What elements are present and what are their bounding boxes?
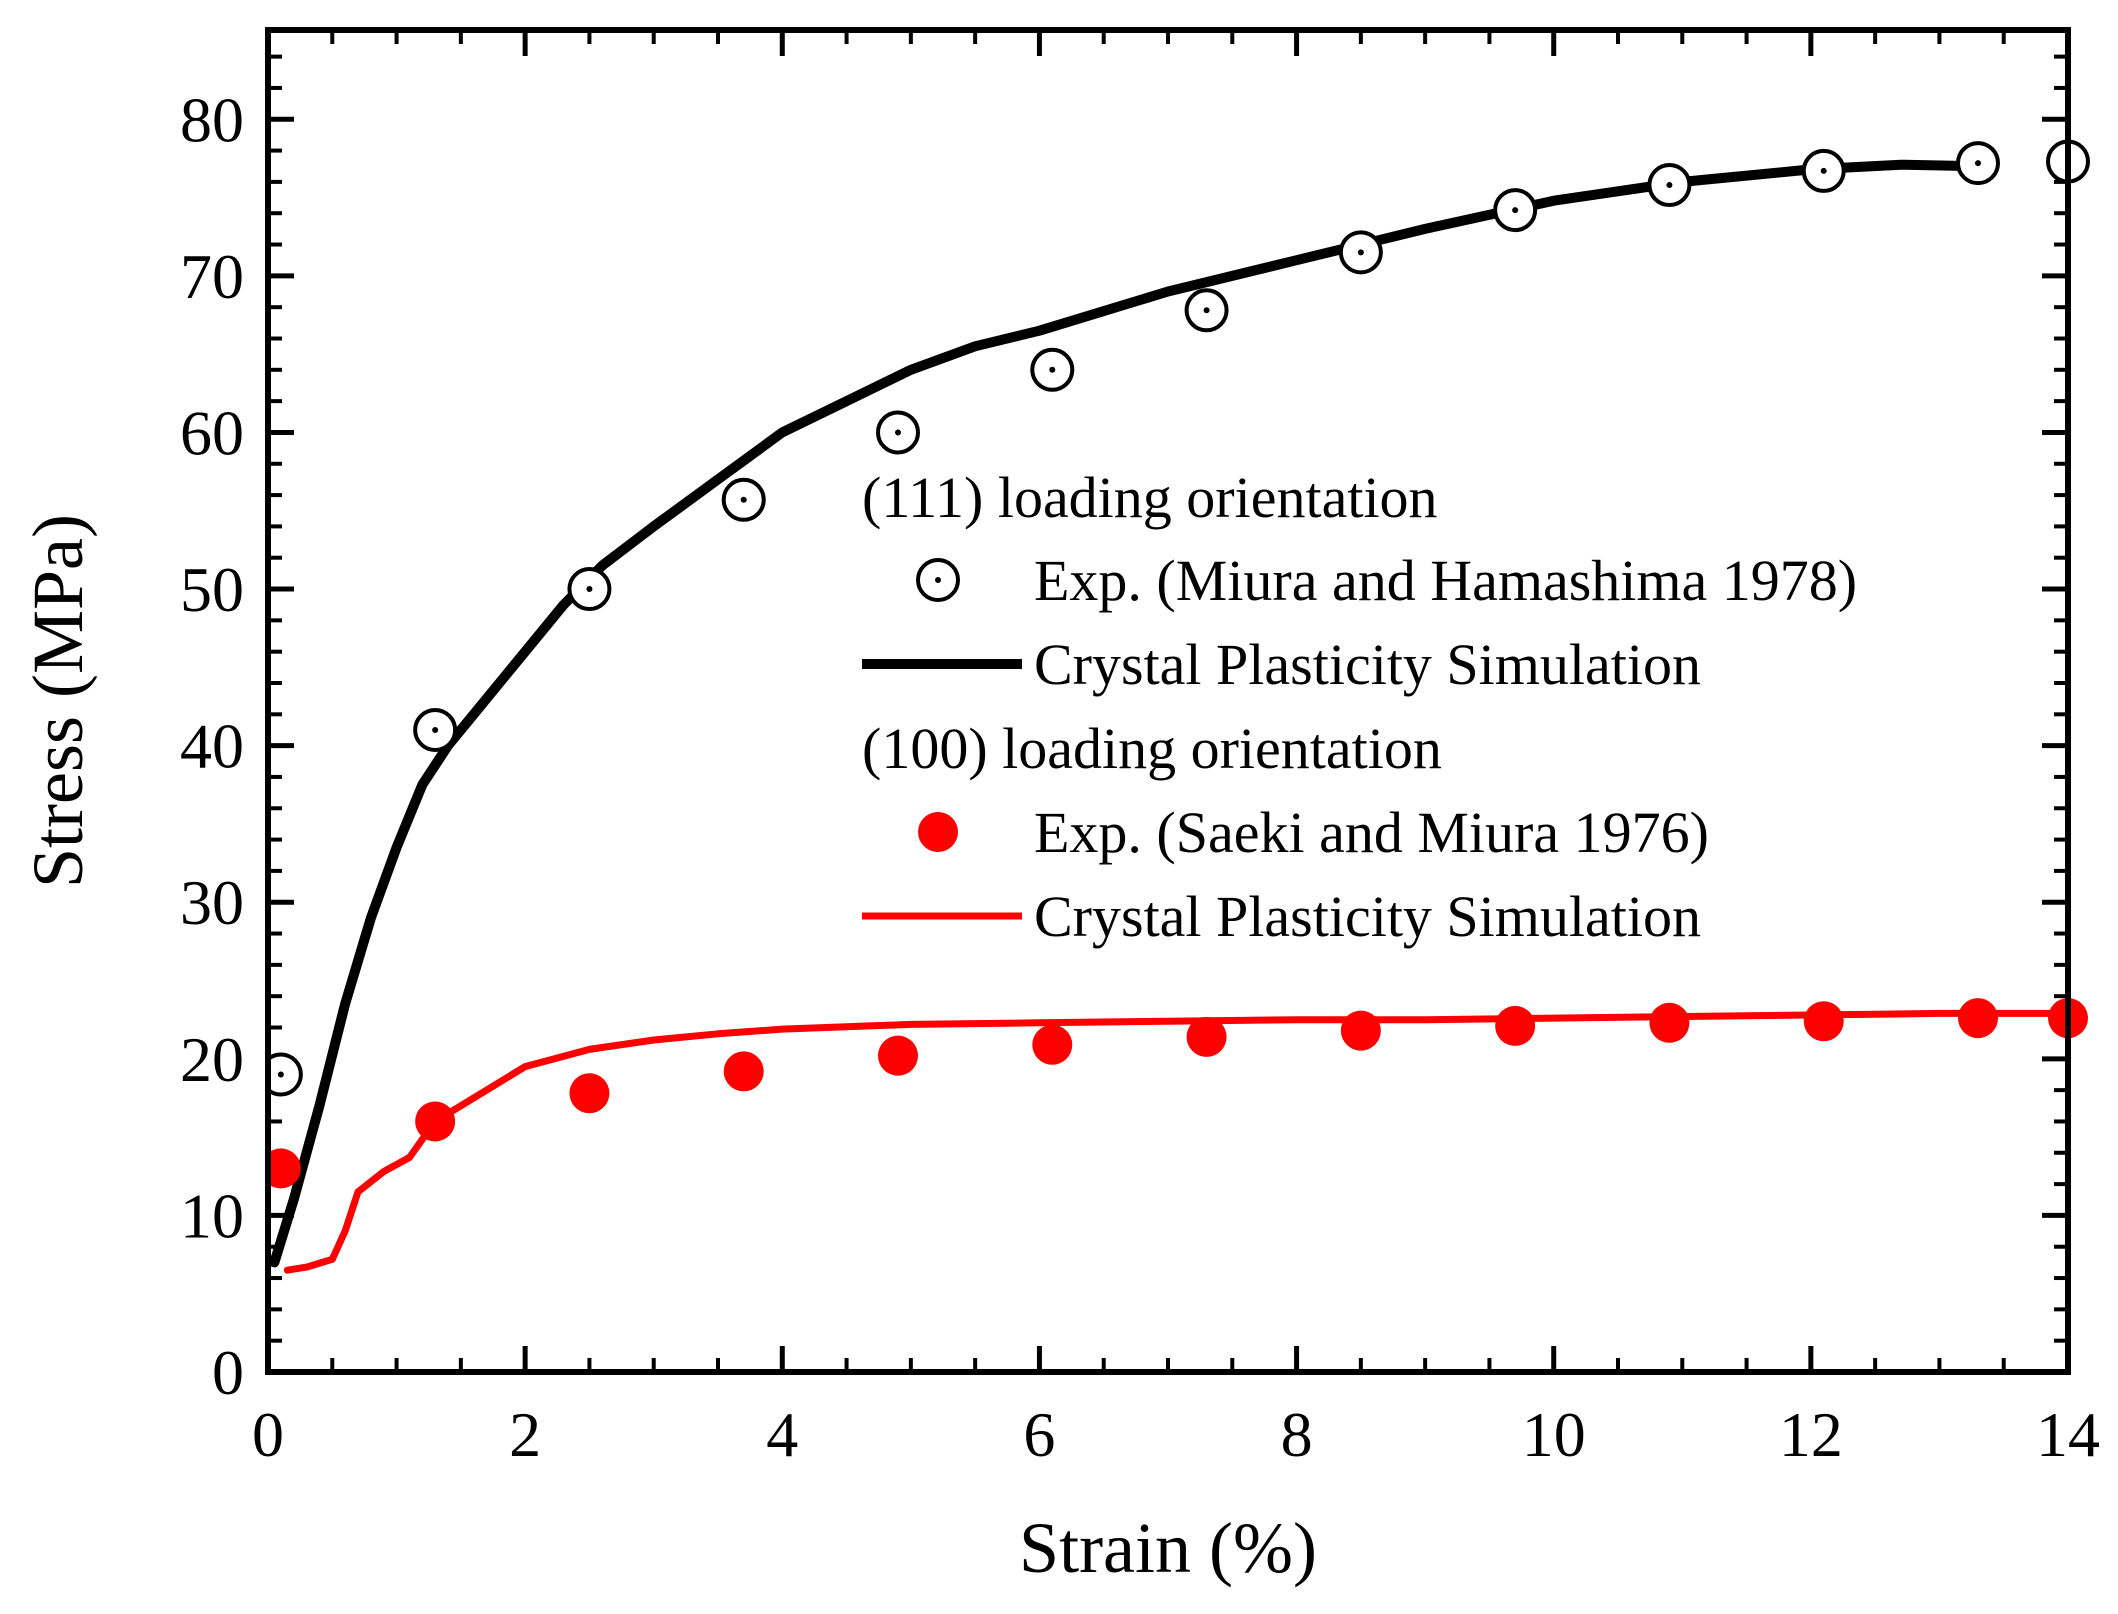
x-tick-label: 8 xyxy=(1281,1399,1313,1470)
y-tick-label: 50 xyxy=(180,554,244,625)
exp_100-point xyxy=(415,1101,456,1142)
exp_111-point-dot xyxy=(432,726,439,733)
y-tick-label: 0 xyxy=(212,1337,244,1408)
x-axis-title: Strain (%) xyxy=(1019,1508,1317,1588)
legend-header-0: (111) loading orientation xyxy=(862,465,1438,530)
y-tick-label: 20 xyxy=(180,1024,244,1095)
x-tick-label: 14 xyxy=(2036,1399,2100,1470)
legend: (111) loading orientation Exp. (Miura and… xyxy=(862,465,1857,949)
y-tick-label: 70 xyxy=(180,241,244,312)
legend-label-5: Crystal Plasticity Simulation xyxy=(1034,884,1701,949)
exp_100-point xyxy=(1649,1002,1690,1043)
exp_111-point-dot xyxy=(1975,160,1981,167)
exp_100-point xyxy=(878,1035,918,1076)
exp_111-point-dot xyxy=(895,429,901,436)
x-tick-label: 10 xyxy=(1522,1399,1586,1470)
exp_100-point xyxy=(1340,1010,1381,1051)
exp_111-point-dot xyxy=(277,1071,284,1078)
exp_100-point xyxy=(1186,1016,1227,1057)
legend-filled-circle-marker xyxy=(918,812,958,852)
exp_100-point xyxy=(723,1051,764,1092)
exp_100-point xyxy=(569,1073,610,1114)
exp_111-point-dot xyxy=(586,586,593,593)
plot-frame xyxy=(265,27,2071,1375)
exp_111-point-dot xyxy=(1357,249,1364,256)
exp_100-point xyxy=(1032,1024,1073,1065)
exp_111-point-dot xyxy=(1666,182,1673,189)
exp_111-point xyxy=(268,1052,303,1097)
sim_100-line xyxy=(283,1009,2072,1274)
y-tick-label: 40 xyxy=(180,711,244,782)
legend-header-3: (100) loading orientation xyxy=(862,716,1442,781)
exp_100-point xyxy=(1958,998,1998,1039)
y-axis-title: Stress (MPa) xyxy=(18,514,98,888)
x-tick-label: 6 xyxy=(1023,1399,1055,1470)
x-tick-label: 2 xyxy=(509,1399,541,1470)
legend-label-2: Crystal Plasticity Simulation xyxy=(1034,632,1701,697)
y-tick-label: 30 xyxy=(180,867,244,938)
legend-open-circle-dot xyxy=(935,577,941,583)
y-tick-label: 80 xyxy=(180,84,244,155)
exp_100-point xyxy=(1495,1005,1536,1046)
exp_111-point-dot xyxy=(1203,307,1210,314)
exp_100-point xyxy=(268,1148,301,1189)
legend-label-1: Exp. (Miura and Hamashima 1978) xyxy=(1034,548,1857,613)
exp_111-point-dot xyxy=(1820,167,1827,174)
exp_100-point xyxy=(1803,1001,1844,1042)
series-layer xyxy=(268,139,2090,1274)
x-tick-label: 0 xyxy=(252,1399,284,1470)
tick-labels: 0 2 4 6 8 10 12 14 0 10 20 30 40 50 60 70 80 xyxy=(180,84,2100,1470)
x-tick-label: 4 xyxy=(766,1399,798,1470)
exp_111-point-dot xyxy=(1049,366,1056,373)
x-tick-label: 12 xyxy=(1779,1399,1843,1470)
y-tick-label: 60 xyxy=(180,397,244,468)
y-tick-label: 10 xyxy=(180,1180,244,1251)
sim_111-line xyxy=(269,159,1983,1268)
exp_111-point-dot xyxy=(740,496,747,503)
legend-label-4: Exp. (Saeki and Miura 1976) xyxy=(1034,800,1709,865)
exp_111-point-dot xyxy=(1512,207,1519,214)
